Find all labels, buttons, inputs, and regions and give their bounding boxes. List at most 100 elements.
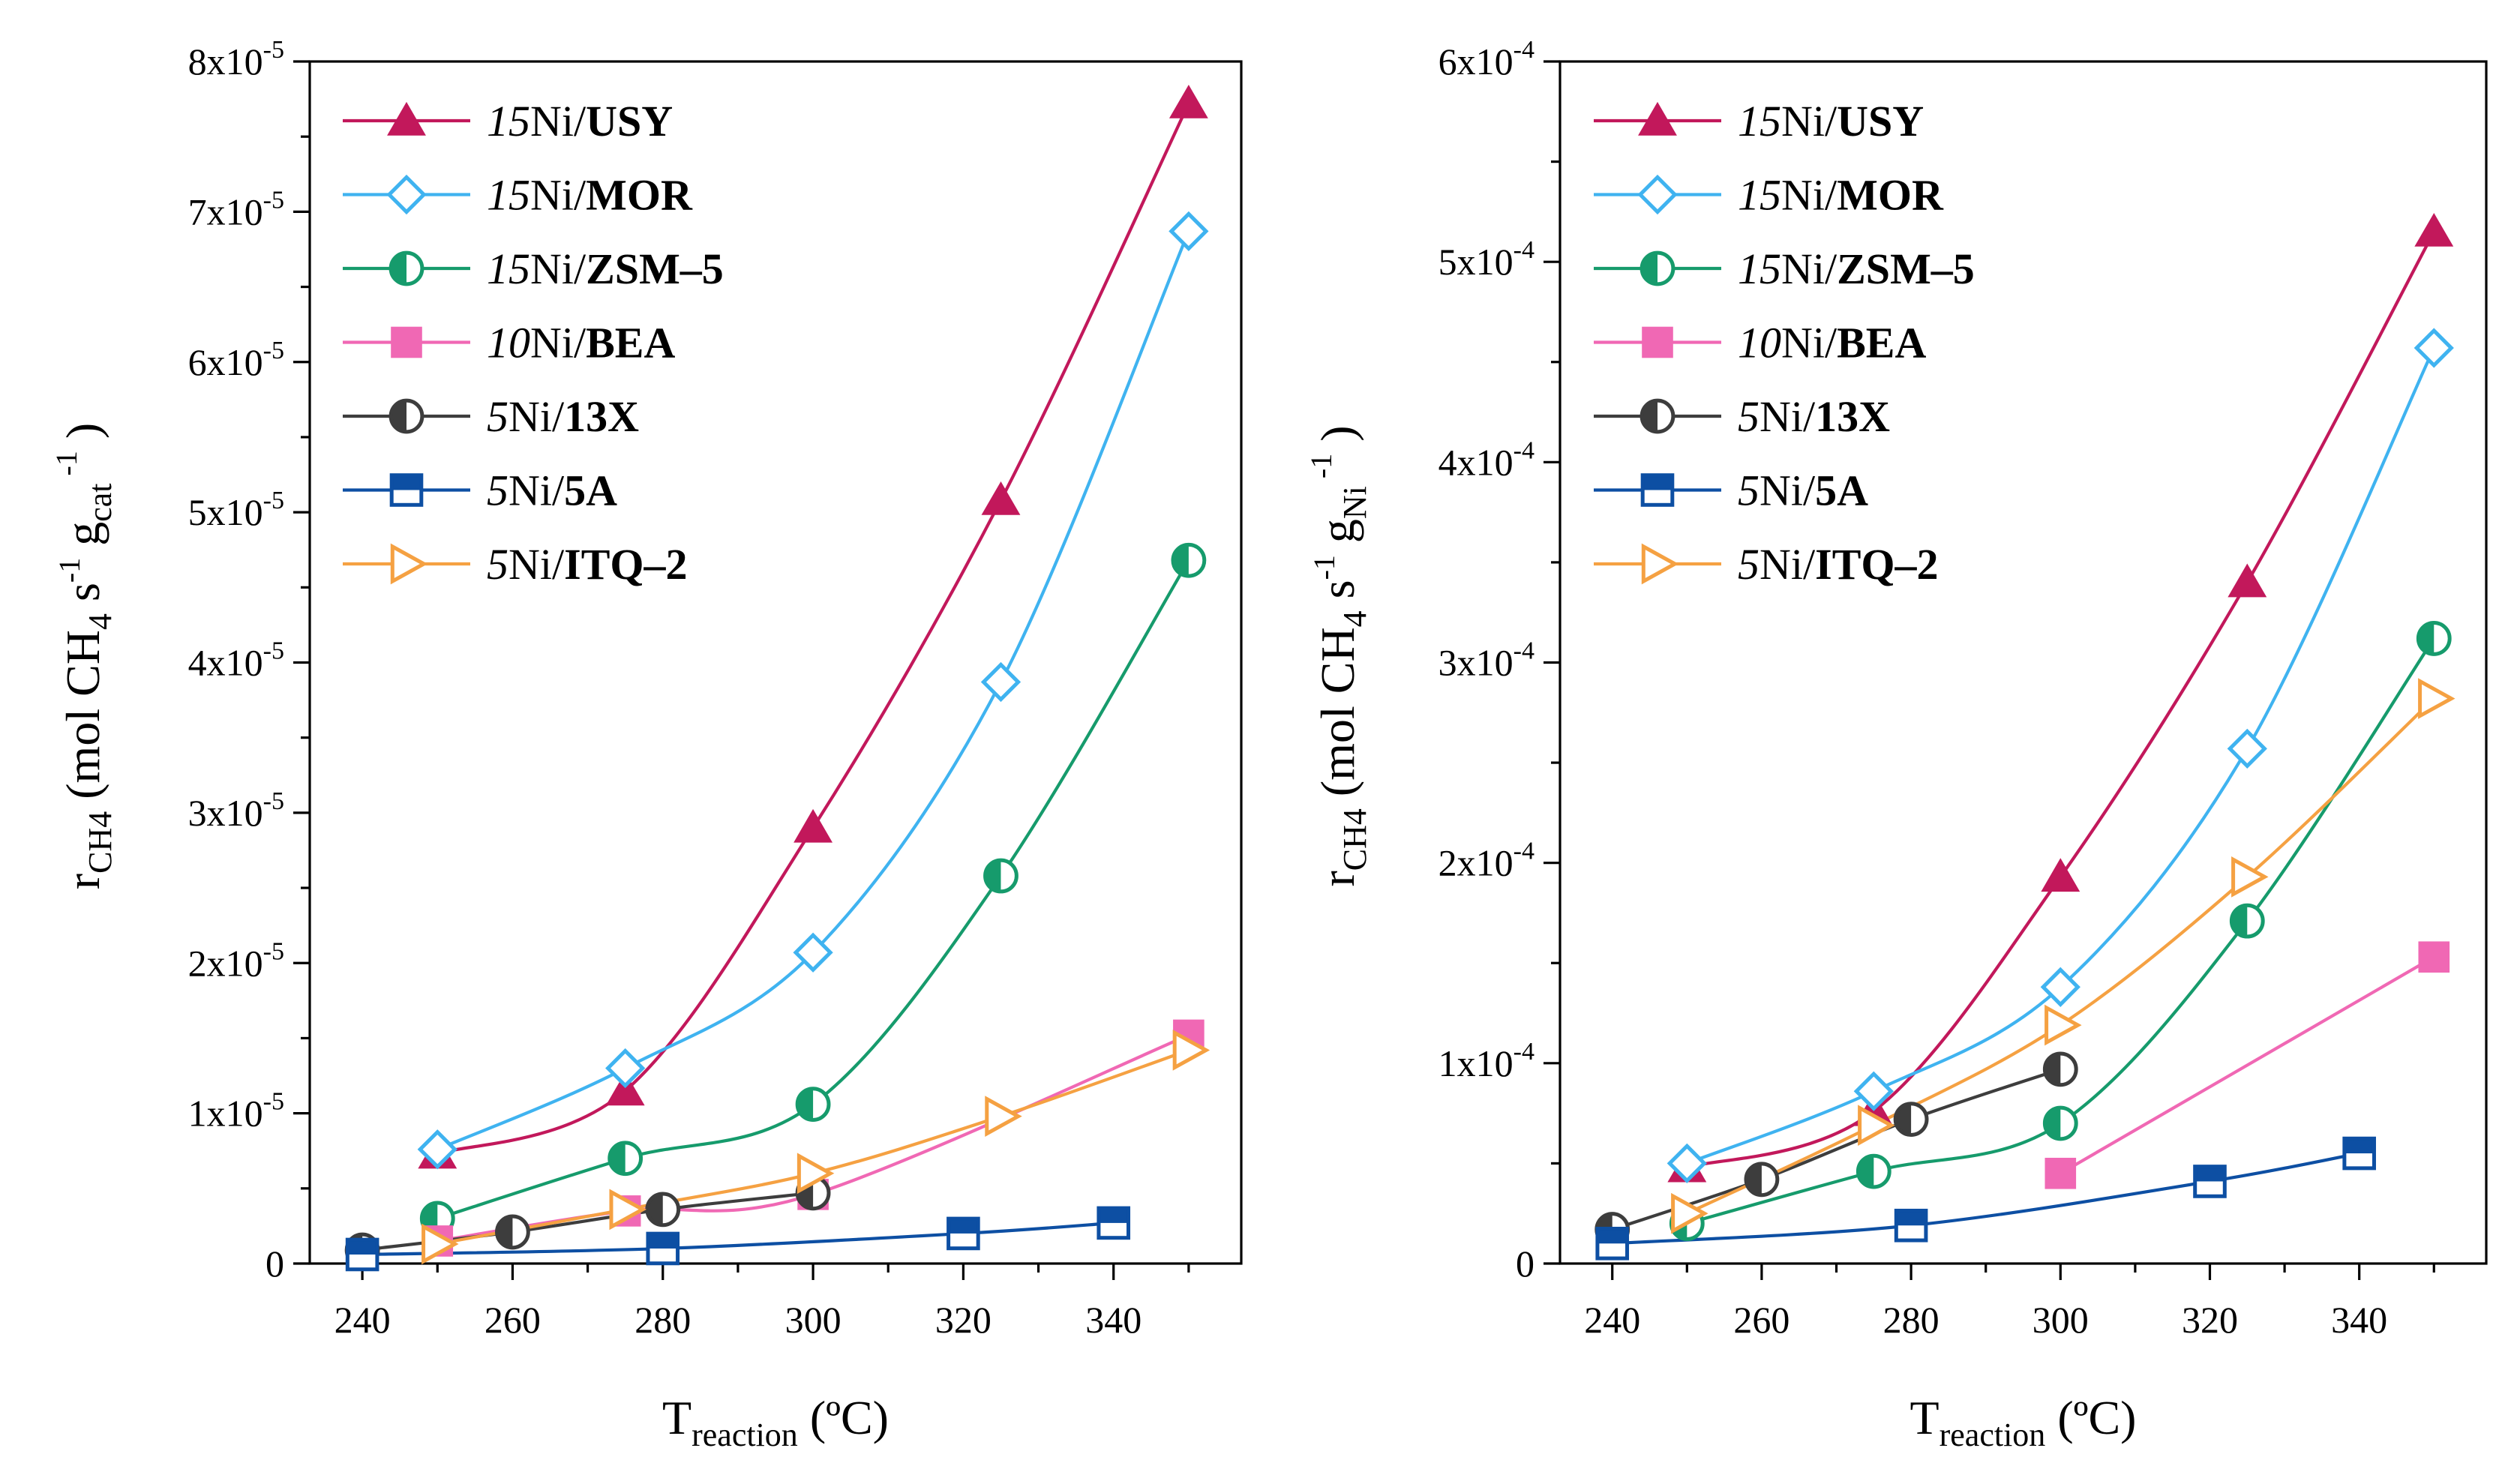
legend-marker-shape — [389, 473, 424, 507]
legend-label: 15Ni/ZSM–5 — [1738, 244, 1975, 293]
data-point-shape — [796, 1153, 835, 1195]
data-point — [983, 858, 1018, 894]
legend: 15Ni/USY 15Ni/MOR 15Ni/ZSM–5 10Ni/BEA 5Ni/13… — [1594, 97, 1975, 589]
legend-marker-shape — [390, 543, 428, 585]
y-tick-label: 4x10-5 — [188, 637, 284, 684]
data-point — [2414, 328, 2454, 368]
data-point-shape — [1671, 1192, 1708, 1234]
legend-marker — [388, 250, 424, 286]
legend-marker-shape — [391, 326, 422, 358]
legend: 15Ni/USY 15Ni/MOR 15Ni/ZSM–5 10Ni/BEA 5Ni/13… — [343, 97, 724, 589]
series-line-usy — [1686, 231, 2436, 1169]
data-point — [794, 808, 833, 843]
legend-marker-shape — [388, 250, 424, 286]
data-point-shape — [2418, 941, 2450, 973]
data-point — [2042, 1051, 2078, 1087]
legend-marker — [1638, 101, 1677, 136]
series-markers-5a — [345, 1206, 1131, 1272]
legend-marker — [1640, 250, 1676, 286]
data-point-shape — [345, 1237, 380, 1272]
x-tick-label: 300 — [2032, 1299, 2089, 1341]
data-point — [608, 1141, 644, 1177]
data-point-shape — [946, 1216, 980, 1251]
series-line-mor — [1686, 347, 2436, 1165]
series-markers-5a — [1595, 1136, 2376, 1261]
x-tick-label: 340 — [1085, 1299, 1142, 1341]
data-point — [1666, 1143, 1707, 1184]
data-point-shape — [417, 1129, 458, 1170]
data-point — [1595, 1226, 1630, 1261]
legend-item: 5Ni/5A — [1594, 466, 1868, 515]
legend-marker — [1640, 398, 1676, 434]
y-tick-label: 2x10-4 — [1438, 838, 1534, 884]
left-chart-panel: 240 260 280 300 320 340 0 1x10-5 2x10-5 3x10-5 4x1… — [50, 36, 1243, 1453]
legend-marker — [390, 543, 428, 585]
legend-marker — [386, 174, 427, 215]
x-tick-label: 240 — [334, 1299, 391, 1341]
legend-marker — [389, 473, 424, 507]
legend-label: 5Ni/ITQ–2 — [487, 540, 688, 589]
legend-item: 15Ni/USY — [1594, 97, 1924, 145]
series-markers-bea — [2044, 941, 2450, 1189]
data-point-shape — [985, 1096, 1022, 1137]
data-point-fill — [948, 1219, 979, 1234]
data-point-shape — [1168, 211, 1209, 252]
data-point-shape — [2041, 858, 2080, 892]
legend-item: 15Ni/USY — [343, 97, 673, 145]
y-axis-title: rCH4 (mol CH4 s-1 gcat -1 ) — [50, 423, 118, 889]
data-point — [2042, 1105, 2078, 1141]
data-point — [985, 1096, 1022, 1137]
legend-marker-shape — [388, 398, 424, 434]
legend-marker-shape — [387, 101, 426, 136]
data-point-shape — [1856, 1153, 1892, 1189]
data-point-shape — [2044, 1004, 2082, 1046]
x-axis-title: Treaction (ºC) — [1910, 1391, 2137, 1453]
data-point-shape — [980, 661, 1022, 703]
x-tick-label: 280 — [1883, 1299, 1940, 1341]
data-point-shape — [1894, 1208, 1928, 1243]
data-point-shape — [608, 1141, 644, 1177]
legend-label: 15Ni/USY — [487, 97, 673, 145]
legend-marker — [1640, 473, 1675, 507]
data-point — [605, 1072, 645, 1106]
y-tick-label: 4x10-4 — [1438, 436, 1534, 483]
y-tick-label: 6x10-5 — [188, 337, 284, 383]
legend-label: 10Ni/BEA — [487, 319, 675, 367]
x-tick-label: 320 — [2182, 1299, 2238, 1341]
data-point-shape — [1096, 1206, 1131, 1240]
data-point-shape — [1171, 542, 1207, 578]
data-point — [645, 1192, 681, 1228]
legend-marker-shape — [1641, 543, 1679, 585]
plot-frame — [1558, 60, 2488, 1265]
data-point — [609, 1189, 646, 1231]
legend-marker-shape — [1640, 473, 1675, 507]
data-point-shape — [1666, 1143, 1707, 1184]
legend-label: 15Ni/USY — [1738, 97, 1924, 145]
data-point — [2228, 563, 2267, 598]
y-tick-label: 1x10-4 — [1438, 1038, 1534, 1084]
series-lines — [362, 103, 1190, 1257]
data-point — [605, 1048, 646, 1089]
data-point — [1168, 211, 1209, 252]
data-point-fill — [2194, 1166, 2225, 1182]
data-point-shape — [2228, 563, 2267, 598]
x-tick-label: 340 — [2331, 1299, 2387, 1341]
legend-marker-shape — [386, 174, 427, 215]
right-chart-panel: 240 260 280 300 320 340 0 1x10-4 2x10-4 3x10-4 4x1… — [1304, 36, 2488, 1453]
data-point — [980, 661, 1022, 703]
x-axis-title: Treaction (ºC) — [662, 1391, 889, 1453]
data-point-shape — [2040, 967, 2080, 1007]
legend-label: 15Ni/MOR — [487, 171, 693, 220]
y-tick-label: 1x10-5 — [188, 1088, 284, 1135]
legend-label: 5Ni/5A — [487, 466, 617, 515]
data-point-shape — [1858, 1105, 1895, 1146]
data-point — [646, 1231, 680, 1266]
data-point — [1168, 85, 1208, 118]
legend-item: 5Ni/13X — [1594, 392, 1890, 441]
data-point — [981, 481, 1021, 515]
data-point — [2414, 212, 2454, 247]
x-tick-label: 240 — [1584, 1299, 1640, 1341]
legend-label: 10Ni/BEA — [1738, 319, 1926, 367]
data-point-shape — [2418, 678, 2456, 719]
